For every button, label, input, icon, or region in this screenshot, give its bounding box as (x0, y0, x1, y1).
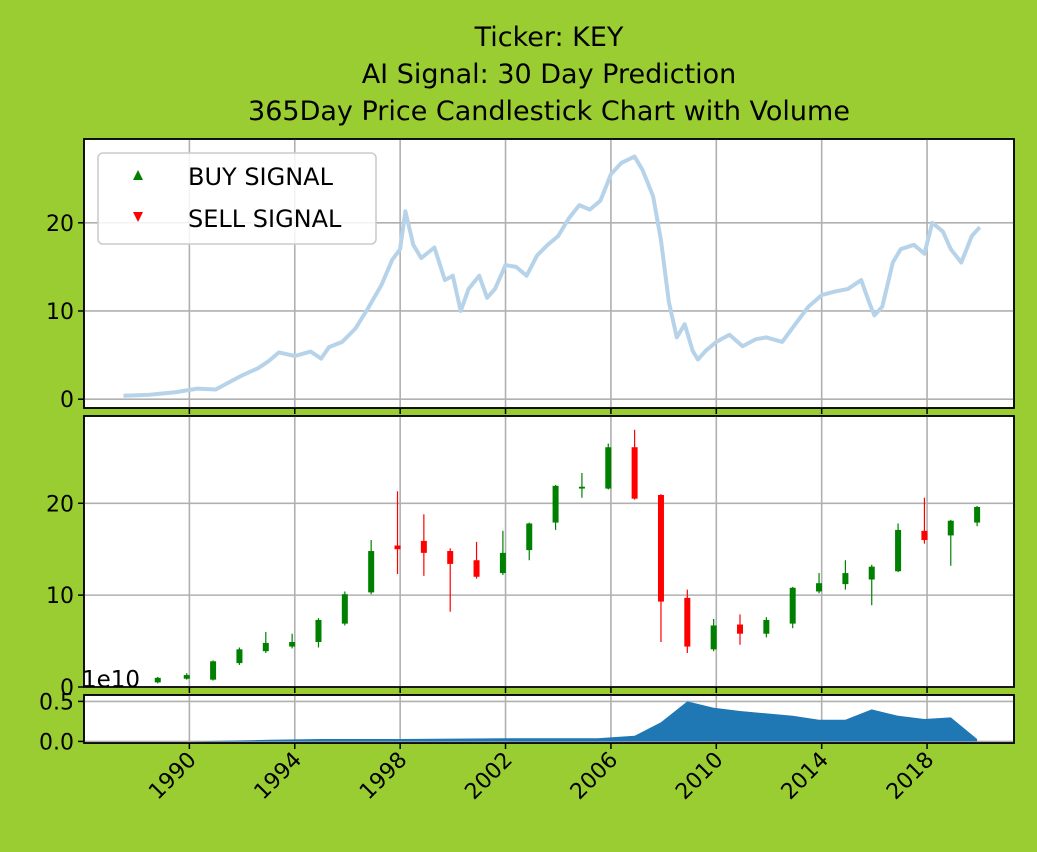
candle-up-body (974, 506, 981, 523)
candle-down-body (420, 540, 427, 553)
xtick-label: 1994 (250, 748, 307, 805)
chart-title-line3: 365Day Price Candlestick Chart with Volu… (248, 96, 850, 127)
legend: BUY SIGNAL SELL SIGNAL (97, 152, 377, 245)
candle-ytick-label: 10 (46, 584, 74, 609)
xtick-label: 1990 (144, 748, 201, 805)
xtick-label: 2014 (777, 748, 834, 805)
candle-down-body (921, 530, 928, 541)
candle-down-body (394, 545, 401, 550)
candle-down-body (657, 495, 664, 602)
price-border (83, 138, 1015, 409)
legend-sell-label: SELL SIGNAL (188, 205, 342, 233)
candle-up-body (154, 677, 161, 683)
volume-area (110, 701, 978, 742)
xtick-label: 2018 (882, 748, 939, 805)
candle-up-body (895, 529, 902, 572)
sell-signal-marker-icon (133, 212, 143, 222)
candle-up-body (816, 583, 823, 592)
chart-title-line1: Ticker: KEY (474, 22, 624, 53)
candle-ytick-label: 20 (46, 492, 74, 517)
candle-up-body (789, 587, 796, 624)
candle-down-body (473, 560, 480, 577)
legend-buy-label: BUY SIGNAL (188, 163, 334, 191)
candle-up-body (499, 552, 506, 574)
candle-panel (83, 415, 1015, 688)
volume-series (110, 701, 978, 742)
price-ytick-label: 0 (60, 388, 74, 413)
candle-up-body (552, 485, 559, 523)
xtick-label: 2002 (460, 748, 517, 805)
price-series (123, 154, 982, 398)
candle-up-body (947, 520, 954, 536)
candle-down-body (447, 551, 454, 564)
price-line (123, 154, 982, 398)
candle-up-body (210, 661, 217, 680)
price-ytick-label: 20 (46, 212, 74, 237)
candle-up-body (341, 594, 348, 624)
buy-signal-marker-icon (133, 170, 143, 180)
candle-up-body (710, 625, 717, 650)
volume-ytick-label: 0.0 (39, 730, 74, 755)
candle-up-body (315, 619, 322, 642)
candle-up-body (763, 619, 770, 634)
candle-up-body (183, 675, 190, 679)
candle-down-body (737, 624, 744, 634)
candle-down-body (684, 597, 691, 647)
candle-up-body (842, 573, 849, 585)
price-ytick-label: 10 (46, 300, 74, 325)
candle-up-body (578, 486, 585, 489)
candle-up-body (236, 649, 243, 664)
candle-series (154, 429, 981, 684)
candle-up-body (605, 447, 612, 489)
volume-offset-label: 1e10 (82, 667, 140, 693)
xtick-label: 1998 (355, 748, 412, 805)
candle-up-body (526, 523, 533, 551)
candle-up-body (368, 551, 375, 593)
candle-up-body (262, 642, 269, 652)
chart-title-line2: AI Signal: 30 Day Prediction (362, 59, 737, 90)
volume-border (83, 694, 1015, 744)
candle-up-body (868, 566, 875, 580)
candle-ytick-label: 0 (60, 676, 74, 701)
volume-ytick-label: 0.5 (39, 690, 74, 715)
xtick-label: 2006 (566, 748, 623, 805)
candle-down-body (631, 447, 638, 499)
candle-up-body (289, 641, 296, 647)
candle-border (83, 415, 1015, 688)
xtick-label: 2010 (671, 748, 728, 805)
